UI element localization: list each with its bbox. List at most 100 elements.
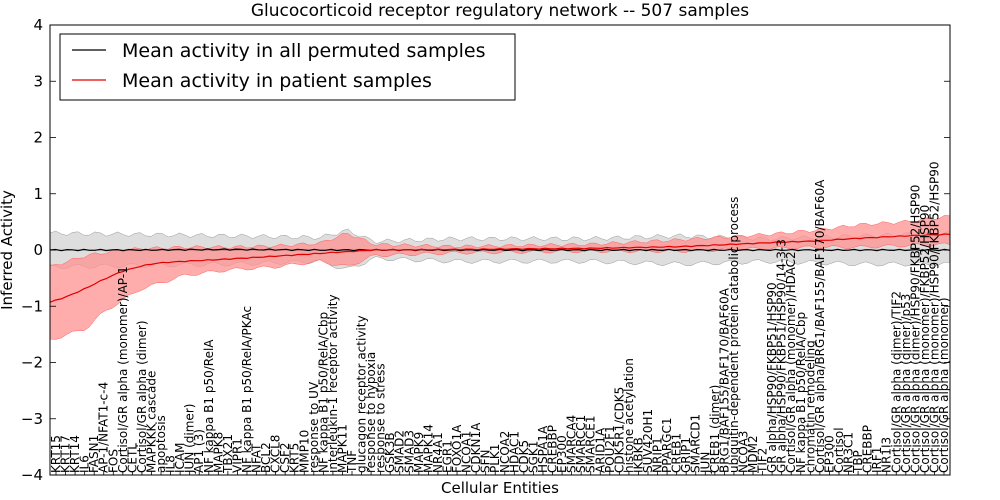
x-tick-label: GRIP1 [679,437,693,473]
x-tick-label: GSK3B [383,432,397,473]
x-tick-label: response to UV [307,381,321,473]
x-tick-label: HSPA1A [536,425,550,473]
x-tick-label: TIF2 [756,448,770,474]
y-axis-label: Inferred Activity [0,190,16,310]
x-tick-label: CREBBP [861,425,875,473]
x-tick-label: NCOA3 [736,431,750,473]
x-tick-label: BCL2 [259,442,273,473]
x-tick-label: GR alpha/HSP90/FKBP51/HSP90 [765,282,779,473]
x-tick-label: NFAT [250,443,264,473]
x-tick-label: CDK5 [517,440,531,473]
x-axis-label: Cellular Entities [441,479,559,497]
x-tick-label: NF kappa B1 p50/RelA/PKAc [240,306,254,473]
x-tick-label: apoptosis [154,415,168,473]
x-tick-label: POU2F1 [603,425,617,473]
x-tick-label: SMAD3 [402,430,416,473]
x-tick-label: BRG1/BAF155/BAF170/BAF60A [717,287,731,473]
x-tick-label: Cortisol/GR alpha/BRG1/BAF155/BAF170/BAF… [813,179,827,473]
patient-mean-line [49,233,951,303]
x-tick-label: CDKN1A [469,422,483,473]
x-tick-label: CREB1 [670,433,684,473]
x-tick-label: AP-1/NFAT1-c-4 [97,382,111,473]
y-tick-label: −3 [21,410,43,428]
x-tick-label: Cortisol/GR alpha (dimer)/TIF2 [889,291,903,473]
x-tick-label: chromatin remodeling [803,340,817,473]
x-tick-label: NF kappa B1 p50/RelA/Cbp [316,312,330,473]
x-tick-label: NF kappa B1 p50/RelA [202,339,216,473]
plot-frame [49,24,951,476]
x-tick-label: Cortisol/GR alpha (dimer)/p53 [899,294,913,473]
x-tick-label: ICAM [173,443,187,473]
legend-entry-patient: Mean activity in patient samples [122,70,432,92]
x-tick-label: IL6 [78,455,92,473]
x-tick-label: MMP10 [297,430,311,473]
x-tick-label: SMARCC1 [574,415,588,473]
y-tick-label: 2 [33,129,43,147]
x-tick-label: FOS [106,449,120,473]
x-tick-label: TBP [851,450,865,474]
x-tick-label: GR alpha/HSP90/FKBP51/HSP90/14-3-3 [775,239,789,473]
x-tick-label: MDM2 [746,435,760,473]
x-tick-label: KRT14 [68,435,82,473]
x-tick-label: ARID1A [593,427,607,473]
y-tick-label: 0 [33,241,43,259]
x-tick-label: IL8 [164,455,178,473]
y-tick-label: −1 [21,297,43,315]
x-tick-label: NR1I3 [880,437,894,473]
x-tick-label: KRT17 [59,435,73,473]
x-tick-label: Cortisol/GR alpha (monomer)/HSP90/FKBP52… [927,162,941,473]
x-tick-label: SFN [479,450,493,474]
x-tick-label: Cortisol/GR alpha (monomer) [937,297,951,473]
x-tick-label: NCOA2 [498,431,512,473]
x-tick-label: AP1 (3) [192,429,206,473]
x-tick-label: NRIP1 [651,437,665,473]
x-tick-label: NR4A1 [431,432,445,473]
legend-entry-permuted: Mean activity in all permuted samples [122,40,485,62]
x-tick-label: response to stress [374,363,388,473]
x-tick-label: CREB1 (dimer) [708,385,722,473]
x-tick-label: CSF2 [278,442,292,473]
x-tick-label: MAPK14 [421,424,435,473]
x-tick-label: NR3C1 [842,432,856,473]
x-tick-label: Cortisol/GR alpha (dimer)/HSP90/FKBP52/H… [908,185,922,473]
y-tick-label: 3 [33,72,43,90]
legend-box [59,33,516,101]
x-tick-label: JUN (dimer) [183,404,197,474]
permuted-mean-line [49,248,951,252]
x-tick-label: response to hypoxia [364,352,378,473]
chart-title: Glucocorticoid receptor regulatory netwo… [251,1,749,21]
x-tick-label: MAPK9 [412,432,426,473]
x-tick-label: FASN1 [87,435,101,473]
x-tick-label: JUN [698,452,712,474]
x-tick-label: interleukin-1 receptor activity [326,294,340,473]
x-tick-label: FOXO1A [450,424,464,473]
x-tick-label: SMAD2 [393,430,407,473]
x-tick-label: Cortisol/GR alpha (monomer)/AP-1 [116,266,130,473]
x-tick-label: Cortisol/GR alpha (dimer) [135,320,149,473]
x-tick-label: SMARCD1 [689,414,703,473]
x-tick-label: MAPK8 [211,432,225,473]
x-tick-label: SGK1 [526,441,540,473]
x-tick-label: TBX21 [221,434,235,474]
x-tick-label: VIPR1 [230,438,244,473]
y-tick-label: −2 [21,354,43,372]
x-tick-label: Cortisol/GR alpha (monomer)/FKBP52/HSP90 [918,205,932,473]
y-tick-label: 4 [33,16,43,34]
legend: Mean activity in all permuted samples Me… [59,33,516,101]
x-tick-label: PLK1 [488,444,502,473]
x-tick-label: EP300 [555,435,569,473]
x-tick-label: CDK5R1/CDK5 [612,387,626,473]
x-tick-label: CXCL8 [269,435,283,473]
x-tick-label: KRT5 [288,443,302,473]
x-tick-label: ubiquitin-dependent protein catabolic pr… [727,197,741,473]
y-tick-label: −4 [21,466,43,484]
x-tick-label: SMARCA4 [565,415,579,473]
x-tick-label: SUV420H1 [641,409,655,473]
x-tick-label: MAPKKK cascade [144,371,158,473]
x-tick-label: Cortisol/GR alpha (monomer)/HDAC2 [784,251,798,473]
x-tick-label: IKBKB [631,437,645,473]
x-tick-label: CETL [125,443,139,473]
x-tick-label: NCOA1 [460,431,474,473]
x-tick-label: IRF1 [870,447,884,473]
